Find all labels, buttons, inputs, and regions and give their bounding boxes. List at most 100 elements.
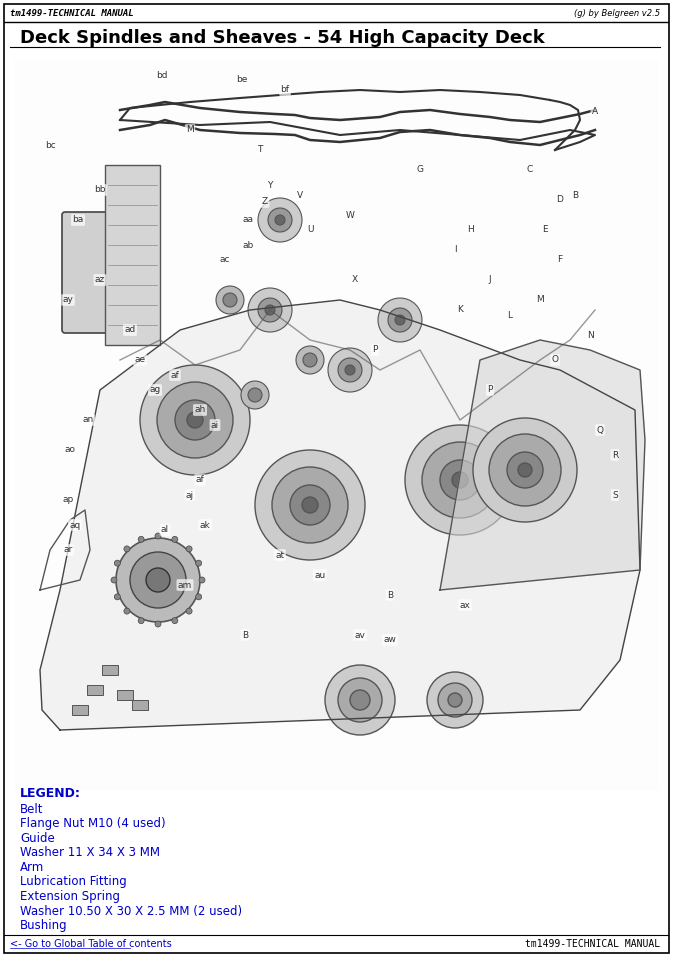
Circle shape: [241, 381, 269, 409]
Text: P: P: [372, 345, 378, 354]
Text: ao: ao: [65, 446, 75, 455]
Text: at: at: [275, 550, 285, 560]
Circle shape: [130, 552, 186, 608]
Circle shape: [187, 412, 203, 428]
Circle shape: [448, 693, 462, 707]
Circle shape: [303, 353, 317, 367]
Circle shape: [223, 293, 237, 307]
Text: ay: ay: [63, 296, 73, 304]
Bar: [72, 705, 88, 715]
Circle shape: [248, 388, 262, 402]
Text: B: B: [387, 590, 393, 599]
Circle shape: [405, 425, 515, 535]
Text: am: am: [178, 581, 192, 590]
Polygon shape: [440, 340, 645, 590]
Text: ai: ai: [211, 420, 219, 430]
Text: W: W: [345, 211, 355, 219]
Circle shape: [124, 608, 130, 614]
Circle shape: [452, 472, 468, 488]
Text: al: al: [161, 525, 169, 535]
Text: ba: ba: [73, 215, 83, 225]
Bar: [87, 685, 103, 695]
Circle shape: [196, 560, 202, 567]
Text: an: an: [82, 415, 94, 425]
Text: S: S: [612, 491, 618, 500]
Circle shape: [186, 545, 192, 552]
Text: G: G: [417, 166, 423, 174]
Text: Q: Q: [596, 426, 604, 434]
Text: <- Go to Global Table of contents: <- Go to Global Table of contents: [10, 939, 172, 949]
Text: Flange Nut M10 (4 used): Flange Nut M10 (4 used): [20, 817, 166, 831]
Circle shape: [140, 365, 250, 475]
Text: bf: bf: [281, 85, 289, 95]
Circle shape: [290, 485, 330, 525]
Circle shape: [328, 348, 372, 392]
Circle shape: [427, 672, 483, 728]
Circle shape: [155, 533, 161, 539]
Circle shape: [175, 400, 215, 440]
Circle shape: [111, 577, 117, 583]
Text: H: H: [466, 226, 473, 234]
Text: av: av: [355, 631, 365, 639]
Text: Deck Spindles and Sheaves - 54 High Capacity Deck: Deck Spindles and Sheaves - 54 High Capa…: [20, 29, 544, 47]
Text: P: P: [487, 386, 493, 394]
Circle shape: [138, 617, 144, 624]
Circle shape: [248, 288, 292, 332]
Circle shape: [258, 298, 282, 322]
Circle shape: [146, 568, 170, 592]
Circle shape: [325, 665, 395, 735]
Text: Washer 10.50 X 30 X 2.5 MM (2 used): Washer 10.50 X 30 X 2.5 MM (2 used): [20, 904, 242, 918]
Circle shape: [507, 452, 543, 488]
Text: D: D: [557, 195, 563, 205]
Circle shape: [116, 538, 200, 622]
Text: B: B: [572, 190, 578, 199]
Text: (g) by Belgreen v2.5: (g) by Belgreen v2.5: [574, 10, 660, 18]
Text: Lubrication Fitting: Lubrication Fitting: [20, 876, 127, 888]
Text: X: X: [352, 276, 358, 284]
Circle shape: [138, 536, 144, 543]
Bar: [14, 60, 659, 790]
Text: I: I: [454, 246, 456, 255]
Text: ax: ax: [460, 600, 470, 610]
Circle shape: [172, 617, 178, 624]
Text: ag: ag: [149, 386, 161, 394]
Text: Y: Y: [267, 181, 273, 189]
Text: bc: bc: [44, 141, 55, 149]
Circle shape: [296, 346, 324, 374]
Text: bb: bb: [94, 186, 106, 194]
Text: ac: ac: [220, 256, 230, 264]
Circle shape: [378, 298, 422, 342]
Circle shape: [388, 308, 412, 332]
Circle shape: [350, 690, 370, 710]
Circle shape: [518, 463, 532, 477]
Text: tm1499-TECHNICAL MANUAL: tm1499-TECHNICAL MANUAL: [525, 939, 660, 949]
Text: J: J: [489, 276, 491, 284]
Text: af: af: [171, 370, 180, 380]
Circle shape: [150, 585, 160, 595]
Circle shape: [440, 460, 480, 500]
Text: au: au: [314, 570, 326, 580]
Circle shape: [272, 467, 348, 543]
Text: ak: ak: [200, 521, 211, 529]
Text: O: O: [551, 355, 559, 365]
Circle shape: [114, 560, 120, 567]
Circle shape: [422, 442, 498, 518]
Text: aj: aj: [186, 491, 194, 500]
Text: R: R: [612, 451, 618, 459]
Circle shape: [255, 450, 365, 560]
Polygon shape: [40, 300, 640, 730]
Text: ad: ad: [125, 325, 136, 335]
Circle shape: [155, 621, 161, 627]
Text: Extension Spring: Extension Spring: [20, 890, 120, 903]
Circle shape: [216, 286, 244, 314]
Circle shape: [133, 568, 177, 612]
Circle shape: [438, 683, 472, 717]
Circle shape: [258, 198, 302, 242]
Bar: [132, 700, 148, 710]
Text: aw: aw: [384, 635, 396, 644]
Text: Arm: Arm: [20, 861, 44, 874]
Bar: [105, 165, 160, 345]
Circle shape: [338, 678, 382, 722]
Circle shape: [268, 208, 292, 232]
Text: T: T: [257, 145, 262, 154]
